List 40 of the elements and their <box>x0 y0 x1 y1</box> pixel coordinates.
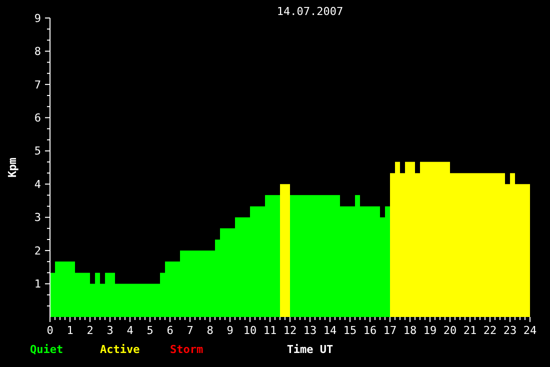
x-tick-label: 12 <box>283 324 297 337</box>
x-tick-label: 19 <box>423 324 437 337</box>
x-tick-label: 13 <box>303 324 317 337</box>
x-tick-label: 21 <box>463 324 477 337</box>
y-axis-title: Kpm <box>6 157 19 178</box>
y-tick-label: 6 <box>34 112 41 125</box>
x-tick-label: 16 <box>363 324 377 337</box>
x-tick-label: 20 <box>443 324 457 337</box>
text: Quiet <box>30 343 64 356</box>
chart-title: 14.07.2007 <box>276 5 344 18</box>
x-tick-label: 18 <box>403 324 417 337</box>
x-tick-label: 2 <box>86 324 94 337</box>
x-tick-label: 9 <box>226 324 234 337</box>
x-tick-label: 7 <box>186 324 194 337</box>
x-tick-label: 6 <box>166 324 174 337</box>
x-tick-label: 24 <box>523 324 537 337</box>
x-tick-label: 0 <box>46 324 54 337</box>
x-tick-label: 11 <box>263 324 277 337</box>
y-tick-label: 9 <box>34 12 41 25</box>
text: Active <box>100 343 140 356</box>
x-axis-title: Time UT <box>286 343 334 356</box>
y-tick-label: 1 <box>34 278 41 291</box>
y-tick-label: 7 <box>34 78 41 92</box>
x-tick-label: 1 <box>66 324 74 337</box>
x-tick-label: 14 <box>323 324 337 337</box>
x-tick-label: 5 <box>146 324 154 337</box>
y-tick-label: 2 <box>34 244 41 258</box>
y-tick-label: 8 <box>34 45 41 58</box>
x-tick-label: 22 <box>483 324 497 337</box>
y-tick-label: 5 <box>34 144 41 158</box>
x-tick-label: 8 <box>206 324 214 337</box>
x-tick-label: 15 <box>343 324 357 337</box>
x-tick-label: 17 <box>383 324 397 337</box>
text: Storm <box>170 343 204 356</box>
y-tick-label: 3 <box>34 211 41 224</box>
x-tick-label: 3 <box>106 324 114 337</box>
x-tick-label: 4 <box>126 324 134 337</box>
y-tick-label: 4 <box>34 178 42 191</box>
x-tick-label: 23 <box>503 324 517 337</box>
x-tick-label: 10 <box>243 324 257 337</box>
